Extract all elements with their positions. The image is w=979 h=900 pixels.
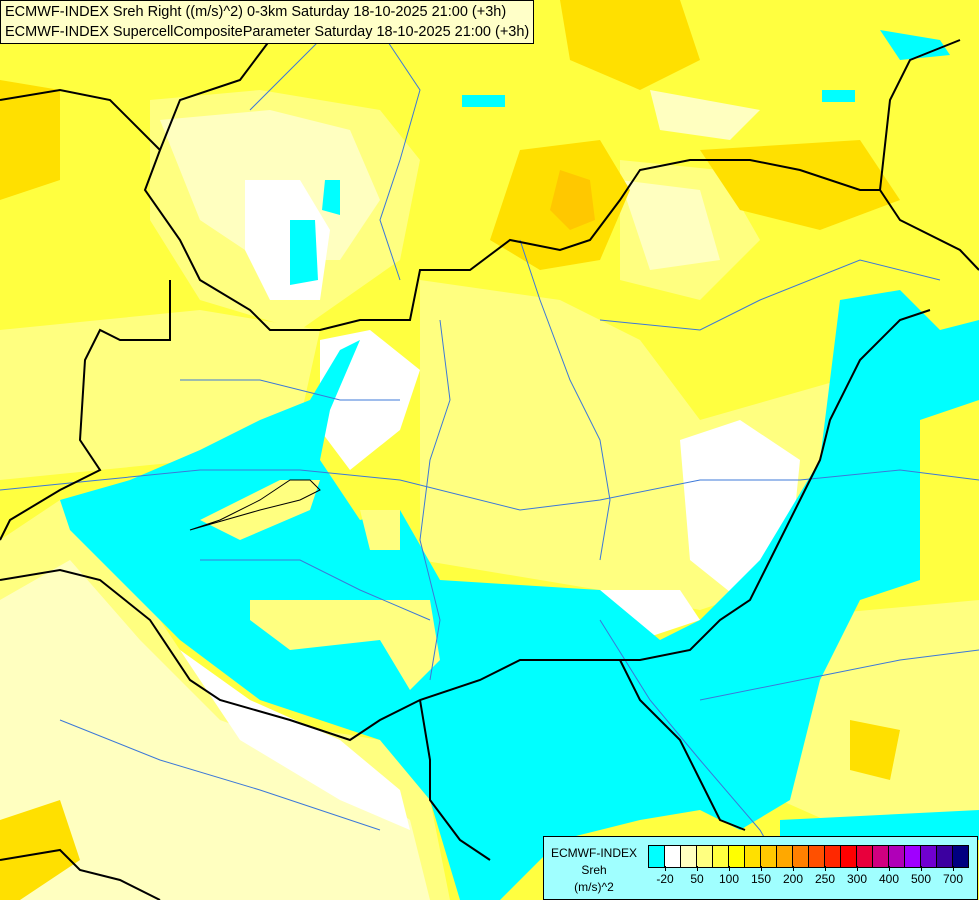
- legend-label: 150: [750, 872, 772, 886]
- legend-tick: [697, 866, 698, 871]
- legend-swatch: [857, 846, 873, 867]
- legend-swatch: [713, 846, 729, 867]
- legend-swatch: [825, 846, 841, 867]
- map-title-box: ECMWF-INDEX Sreh Right ((m/s)^2) 0-3km S…: [0, 0, 535, 44]
- legend-swatch: [905, 846, 921, 867]
- orange-areas: [0, 0, 900, 900]
- legend-tick: [825, 866, 826, 871]
- legend-label: 300: [846, 872, 868, 886]
- legend-label: 700: [942, 872, 964, 886]
- legend-swatch: [873, 846, 889, 867]
- legend-swatch: [777, 846, 793, 867]
- color-legend: ECMWF-INDEX Sreh (m/s)^2 -20 50 100 150 200 2…: [543, 836, 978, 900]
- legend-labels: -20 50 100 150 200 250 300 400 500 700: [648, 866, 972, 894]
- legend-swatch: [921, 846, 937, 867]
- legend-swatch: [665, 846, 681, 867]
- legend-swatch: [761, 846, 777, 867]
- legend-tick: [665, 866, 666, 871]
- map-title-scp: ECMWF-INDEX SupercellCompositeParameter …: [5, 24, 530, 40]
- legend-swatch: [697, 846, 713, 867]
- legend-label: 400: [878, 872, 900, 886]
- legend-label: 100: [718, 872, 740, 886]
- legend-swatch: [937, 846, 953, 867]
- legend-tick: [761, 866, 762, 871]
- legend-swatch: [649, 846, 665, 867]
- legend-source: ECMWF-INDEX: [551, 846, 637, 860]
- legend-swatch: [681, 846, 697, 867]
- legend-tick: [889, 866, 890, 871]
- legend-label: 50: [690, 872, 704, 886]
- rivers: [0, 19, 979, 900]
- legend-unit: (m/s)^2: [574, 880, 614, 894]
- legend-tick: [921, 866, 922, 871]
- legend-tick: [793, 866, 794, 871]
- legend-label: 200: [782, 872, 804, 886]
- cyan-areas: [60, 30, 979, 900]
- legend-swatch: [841, 846, 857, 867]
- map-title-sreh: ECMWF-INDEX Sreh Right ((m/s)^2) 0-3km S…: [5, 4, 507, 20]
- legend-swatch: [793, 846, 809, 867]
- legend-tick: [729, 866, 730, 871]
- legend-tick: [857, 866, 858, 871]
- legend-tick: [953, 866, 954, 871]
- legend-title: ECMWF-INDEX Sreh (m/s)^2: [544, 845, 644, 896]
- legend-label: -20: [656, 872, 674, 886]
- legend-swatch: [729, 846, 745, 867]
- legend-swatch: [745, 846, 761, 867]
- legend-swatch: [953, 846, 968, 867]
- legend-swatch: [809, 846, 825, 867]
- legend-color-bar: [648, 845, 969, 868]
- legend-swatch: [889, 846, 905, 867]
- legend-label: 250: [814, 872, 836, 886]
- legend-label: 500: [910, 872, 932, 886]
- legend-parameter: Sreh: [581, 863, 607, 877]
